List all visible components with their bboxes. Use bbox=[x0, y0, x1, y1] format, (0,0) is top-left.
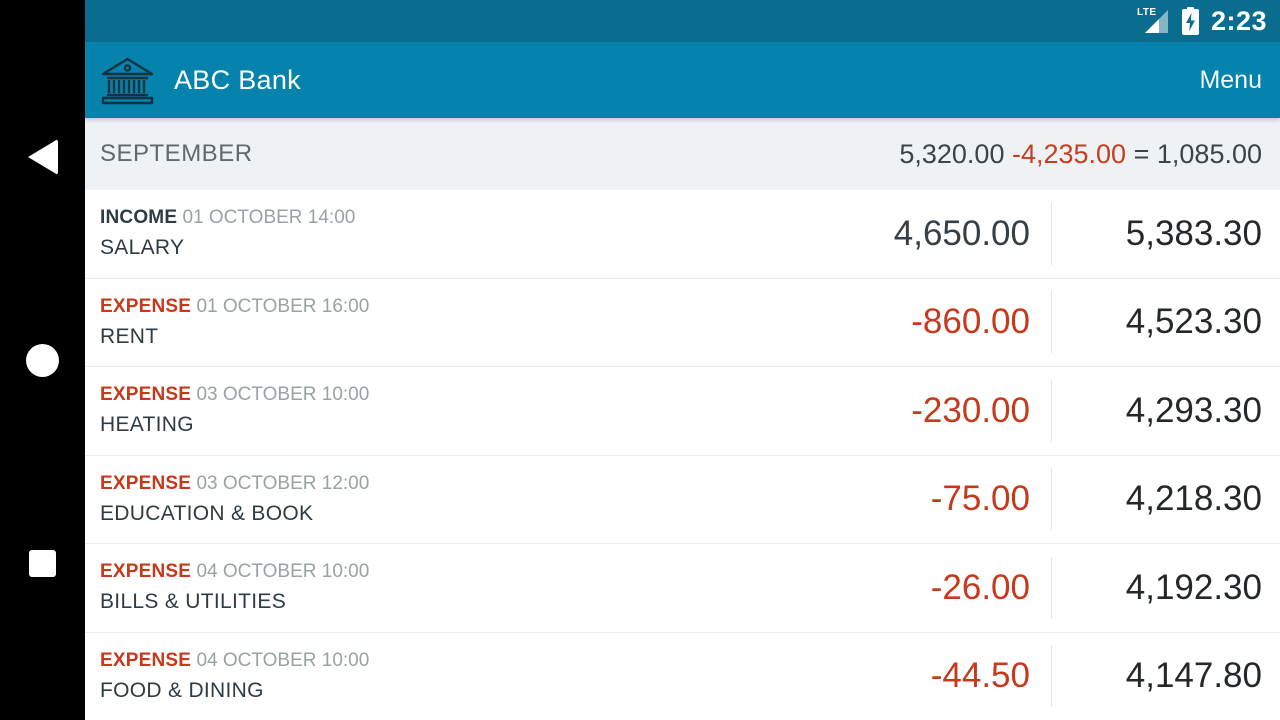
app-title: ABC Bank bbox=[174, 64, 301, 95]
battery-charging-icon bbox=[1181, 7, 1199, 35]
transaction-row[interactable]: EXPENSE 04 OCTOBER 10:00 BILLS & UTILITI… bbox=[85, 544, 1280, 633]
transaction-category: RENT bbox=[100, 324, 159, 348]
transaction-date: 04 OCTOBER 10:00 bbox=[196, 649, 370, 671]
column-divider bbox=[1051, 645, 1052, 708]
transaction-date: 03 OCTOBER 10:00 bbox=[196, 384, 370, 406]
transaction-amount: -230.00 bbox=[911, 390, 1030, 430]
transaction-row[interactable]: EXPENSE 04 OCTOBER 10:00 FOOD & DINING -… bbox=[85, 632, 1280, 720]
transaction-date: 03 OCTOBER 12:00 bbox=[196, 472, 370, 494]
home-circle-icon bbox=[26, 343, 59, 377]
transaction-type: EXPENSE bbox=[100, 649, 192, 671]
column-divider bbox=[1051, 379, 1052, 442]
transaction-row[interactable]: EXPENSE 03 OCTOBER 12:00 EDUCATION & BOO… bbox=[85, 455, 1280, 544]
transaction-type: INCOME bbox=[100, 207, 178, 229]
transaction-type: EXPENSE bbox=[100, 472, 192, 494]
transaction-category: FOOD & DINING bbox=[100, 678, 264, 702]
running-balance: 4,147.80 bbox=[1125, 656, 1262, 696]
running-balance: 5,383.30 bbox=[1125, 213, 1262, 253]
running-balance: 4,523.30 bbox=[1125, 302, 1262, 342]
month-income-total: 5,320.00 bbox=[899, 138, 1005, 169]
running-balance: 4,192.30 bbox=[1125, 567, 1262, 607]
transaction-amount: -44.50 bbox=[930, 656, 1030, 696]
recents-square-icon bbox=[29, 549, 56, 577]
home-button[interactable] bbox=[0, 325, 85, 395]
column-divider bbox=[1051, 468, 1052, 531]
bank-building-icon bbox=[101, 57, 154, 105]
clock: 2:23 bbox=[1210, 5, 1267, 36]
equals-sign: = bbox=[1133, 138, 1150, 169]
running-balance: 4,293.30 bbox=[1125, 390, 1262, 430]
transaction-category: EDUCATION & BOOK bbox=[100, 501, 314, 525]
transaction-list: INCOME 01 OCTOBER 14:00 SALARY 4,650.00 … bbox=[85, 190, 1280, 720]
transaction-row[interactable]: INCOME 01 OCTOBER 14:00 SALARY 4,650.00 … bbox=[85, 190, 1280, 279]
transaction-date: 01 OCTOBER 16:00 bbox=[196, 295, 370, 317]
column-divider bbox=[1051, 202, 1052, 265]
month-summary-header[interactable]: SEPTEMBER 5,320.00 -4,235.00 = 1,085.00 bbox=[85, 118, 1280, 190]
transaction-type: EXPENSE bbox=[100, 561, 192, 583]
app-bar: ABC Bank Menu bbox=[85, 42, 1280, 118]
transaction-date: 01 OCTOBER 14:00 bbox=[182, 207, 356, 229]
month-totals: 5,320.00 -4,235.00 = 1,085.00 bbox=[899, 139, 1262, 170]
transaction-amount: -75.00 bbox=[930, 479, 1030, 519]
transaction-amount: -26.00 bbox=[930, 567, 1030, 607]
transaction-category: HEATING bbox=[100, 413, 194, 437]
back-button[interactable] bbox=[0, 122, 85, 192]
cell-signal-icon: LTE bbox=[1137, 6, 1168, 36]
transaction-category: BILLS & UTILITIES bbox=[100, 590, 286, 614]
transaction-amount: 4,650.00 bbox=[893, 213, 1030, 253]
month-net-total: 1,085.00 bbox=[1156, 138, 1262, 169]
back-triangle-icon bbox=[27, 139, 58, 175]
menu-button[interactable]: Menu bbox=[1199, 65, 1262, 94]
column-divider bbox=[1051, 291, 1052, 354]
app-window: LTE 2:23 bbox=[85, 0, 1280, 720]
month-label: SEPTEMBER bbox=[100, 140, 253, 167]
running-balance: 4,218.30 bbox=[1125, 479, 1262, 519]
transaction-type: EXPENSE bbox=[100, 384, 192, 406]
transaction-amount: -860.00 bbox=[911, 302, 1030, 342]
transaction-type: EXPENSE bbox=[100, 295, 192, 317]
transaction-date: 04 OCTOBER 10:00 bbox=[196, 561, 370, 583]
column-divider bbox=[1051, 556, 1052, 619]
recents-button[interactable] bbox=[0, 528, 85, 598]
transaction-row[interactable]: EXPENSE 01 OCTOBER 16:00 RENT -860.00 4,… bbox=[85, 278, 1280, 367]
android-nav-bar bbox=[0, 0, 85, 720]
status-bar: LTE 2:23 bbox=[85, 0, 1280, 42]
transaction-category: SALARY bbox=[100, 236, 185, 260]
month-expense-total: -4,235.00 bbox=[1011, 138, 1127, 169]
transaction-row[interactable]: EXPENSE 03 OCTOBER 10:00 HEATING -230.00… bbox=[85, 367, 1280, 456]
